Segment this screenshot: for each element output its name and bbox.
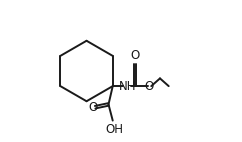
Text: O: O <box>131 49 140 62</box>
Text: NH: NH <box>119 80 136 93</box>
Text: OH: OH <box>106 123 123 136</box>
Text: O: O <box>145 80 154 93</box>
Text: O: O <box>88 101 98 114</box>
